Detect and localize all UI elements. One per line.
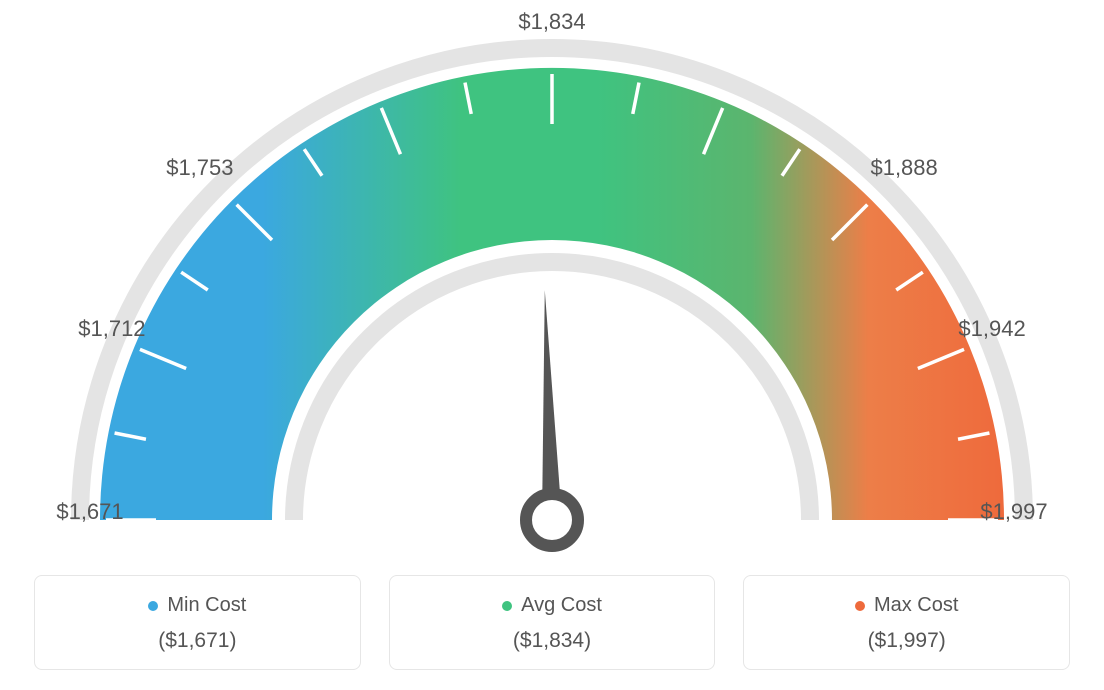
legend-value-avg: ($1,834) <box>400 629 705 653</box>
legend-card-max: Max Cost ($1,997) <box>743 575 1070 670</box>
gauge-chart: $1,671 $1,712 $1,753 $1,834 $1,888 $1,942 $1,9… <box>0 0 1104 560</box>
legend-value-min: ($1,671) <box>45 629 350 653</box>
legend-label-min: Min Cost <box>167 594 246 617</box>
gauge-tick-label: $1,997 <box>980 499 1047 525</box>
legend-label-max: Max Cost <box>874 594 958 617</box>
gauge-tick-label: $1,753 <box>166 155 233 181</box>
legend-dot-max <box>855 601 865 611</box>
legend-value-max: ($1,997) <box>754 629 1059 653</box>
gauge-tick-label: $1,942 <box>958 316 1025 342</box>
legend-dot-avg <box>502 601 512 611</box>
gauge-tick-label: $1,712 <box>78 316 145 342</box>
legend-card-avg: Avg Cost ($1,834) <box>389 575 716 670</box>
legend-card-min: Min Cost ($1,671) <box>34 575 361 670</box>
legend-row: Min Cost ($1,671) Avg Cost ($1,834) Max … <box>0 575 1104 670</box>
gauge-tick-label: $1,671 <box>56 499 123 525</box>
legend-dot-min <box>148 601 158 611</box>
gauge-tick-label: $1,834 <box>518 9 585 35</box>
legend-title-avg: Avg Cost <box>502 594 602 617</box>
gauge-svg <box>0 0 1104 560</box>
gauge-tick-label: $1,888 <box>870 155 937 181</box>
legend-title-min: Min Cost <box>148 594 246 617</box>
legend-label-avg: Avg Cost <box>521 594 602 617</box>
legend-title-max: Max Cost <box>855 594 958 617</box>
